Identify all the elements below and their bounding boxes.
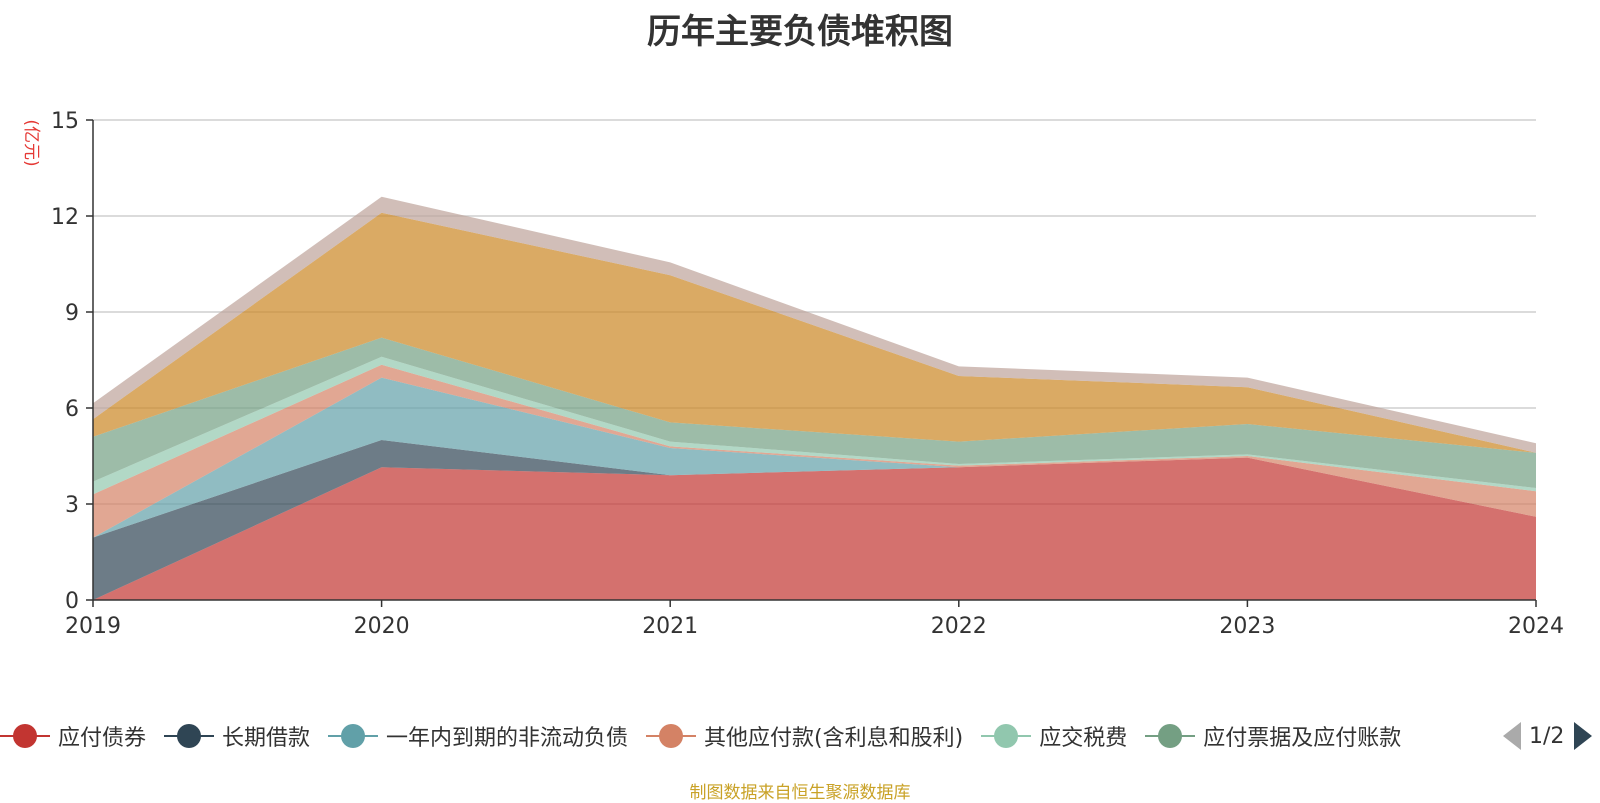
legend-label: 一年内到期的非流动负债	[386, 726, 629, 751]
chart-title: 历年主要负债堆积图	[647, 12, 953, 52]
area-series-3	[93, 377, 1536, 538]
area-series-8	[93, 196, 1536, 453]
legend-page-indicator: 1/2	[1529, 723, 1565, 749]
y-tick-label: 6	[65, 397, 79, 422]
x-tick-label: 2021	[642, 614, 698, 639]
area-layer	[93, 196, 1536, 600]
y-tick-label: 12	[51, 205, 79, 230]
legend-label: 其他应付款(含利息和股利)	[704, 726, 964, 751]
legend-label: 应交税费	[1039, 726, 1128, 751]
x-tick-label: 2022	[931, 614, 987, 639]
legend-marker-icon	[1145, 723, 1196, 749]
legend-marker-icon	[0, 723, 50, 749]
legend-item[interactable]: 一年内到期的非流动负债	[328, 716, 628, 756]
legend-label: 长期借款	[222, 726, 311, 751]
legend: 应付债券 长期借款 一年内到期的非流动负债 其他应付款(含利息和股利) 应交税费 应付票据…	[0, 716, 1478, 756]
legend-next-page-icon[interactable]	[1574, 722, 1593, 750]
area-series-1	[93, 457, 1536, 600]
y-tick-label: 15	[51, 109, 79, 134]
area-series-7	[93, 212, 1536, 453]
y-tick-label: 3	[65, 493, 79, 518]
source-note: 制图数据来自恒生聚源数据库	[689, 783, 911, 803]
y-tick-label: 9	[65, 301, 79, 326]
legend-marker-icon	[981, 723, 1032, 749]
legend-item[interactable]: 应交税费	[981, 716, 1127, 756]
y-axis-unit-label: (亿元)	[21, 119, 41, 166]
legend-item[interactable]: 应付票据及应付账款	[1145, 716, 1401, 756]
legend-item[interactable]: 长期借款	[164, 716, 310, 756]
x-tick-label: 2020	[354, 614, 410, 639]
x-tick-label: 2023	[1219, 614, 1275, 639]
x-tick-label: 2019	[65, 614, 121, 639]
legend-prev-page-icon[interactable]	[1503, 722, 1521, 750]
legend-pager: 1/2	[1503, 718, 1600, 754]
legend-item[interactable]: 应付债券	[0, 716, 146, 756]
legend-marker-icon	[164, 723, 215, 749]
legend-marker-icon	[646, 723, 697, 749]
legend-item[interactable]: 其他应付款(含利息和股利)	[646, 716, 963, 756]
legend-label: 应付债券	[58, 726, 147, 751]
area-series-6	[93, 337, 1536, 488]
legend-marker-icon	[328, 723, 379, 749]
legend-label: 应付票据及应付账款	[1203, 726, 1402, 751]
x-tick-label: 2024	[1508, 614, 1564, 639]
axis-layer: 0 3 6 9 12 15 2019 2020 2021 2022 2023 2024	[51, 109, 1564, 639]
y-tick-label: 0	[65, 589, 79, 614]
